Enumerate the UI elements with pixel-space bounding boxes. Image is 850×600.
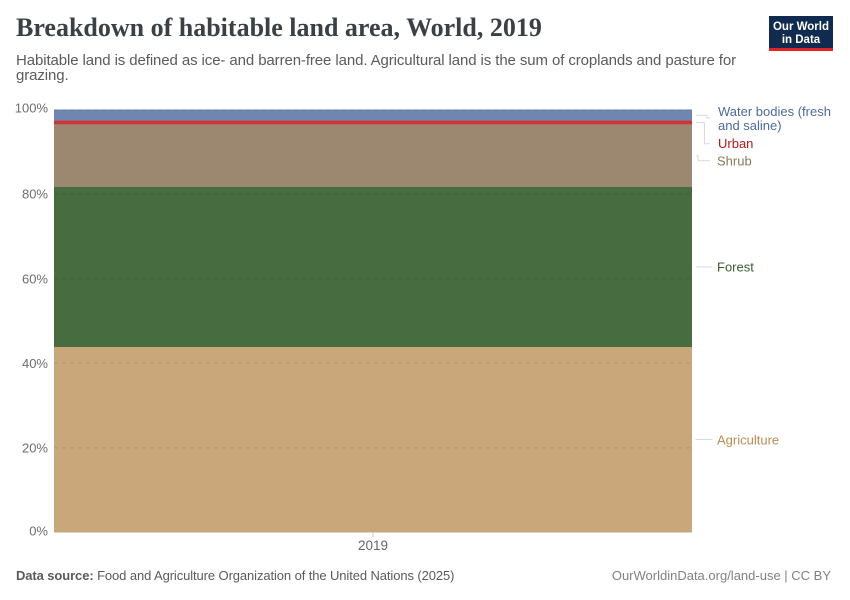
svg-text:60%: 60% — [22, 271, 48, 286]
svg-text:Forest: Forest — [717, 260, 754, 275]
svg-text:80%: 80% — [22, 187, 48, 202]
svg-text:and saline): and saline) — [718, 118, 782, 133]
svg-text:2019: 2019 — [358, 538, 388, 553]
svg-text:Agriculture: Agriculture — [717, 433, 779, 448]
svg-text:Water bodies (fresh: Water bodies (fresh — [718, 104, 831, 119]
svg-text:40%: 40% — [22, 356, 48, 371]
svg-text:Shrub: Shrub — [717, 154, 752, 169]
svg-text:20%: 20% — [22, 441, 48, 456]
svg-text:100%: 100% — [15, 101, 49, 116]
svg-text:0%: 0% — [29, 524, 48, 539]
svg-text:Urban: Urban — [718, 136, 753, 151]
